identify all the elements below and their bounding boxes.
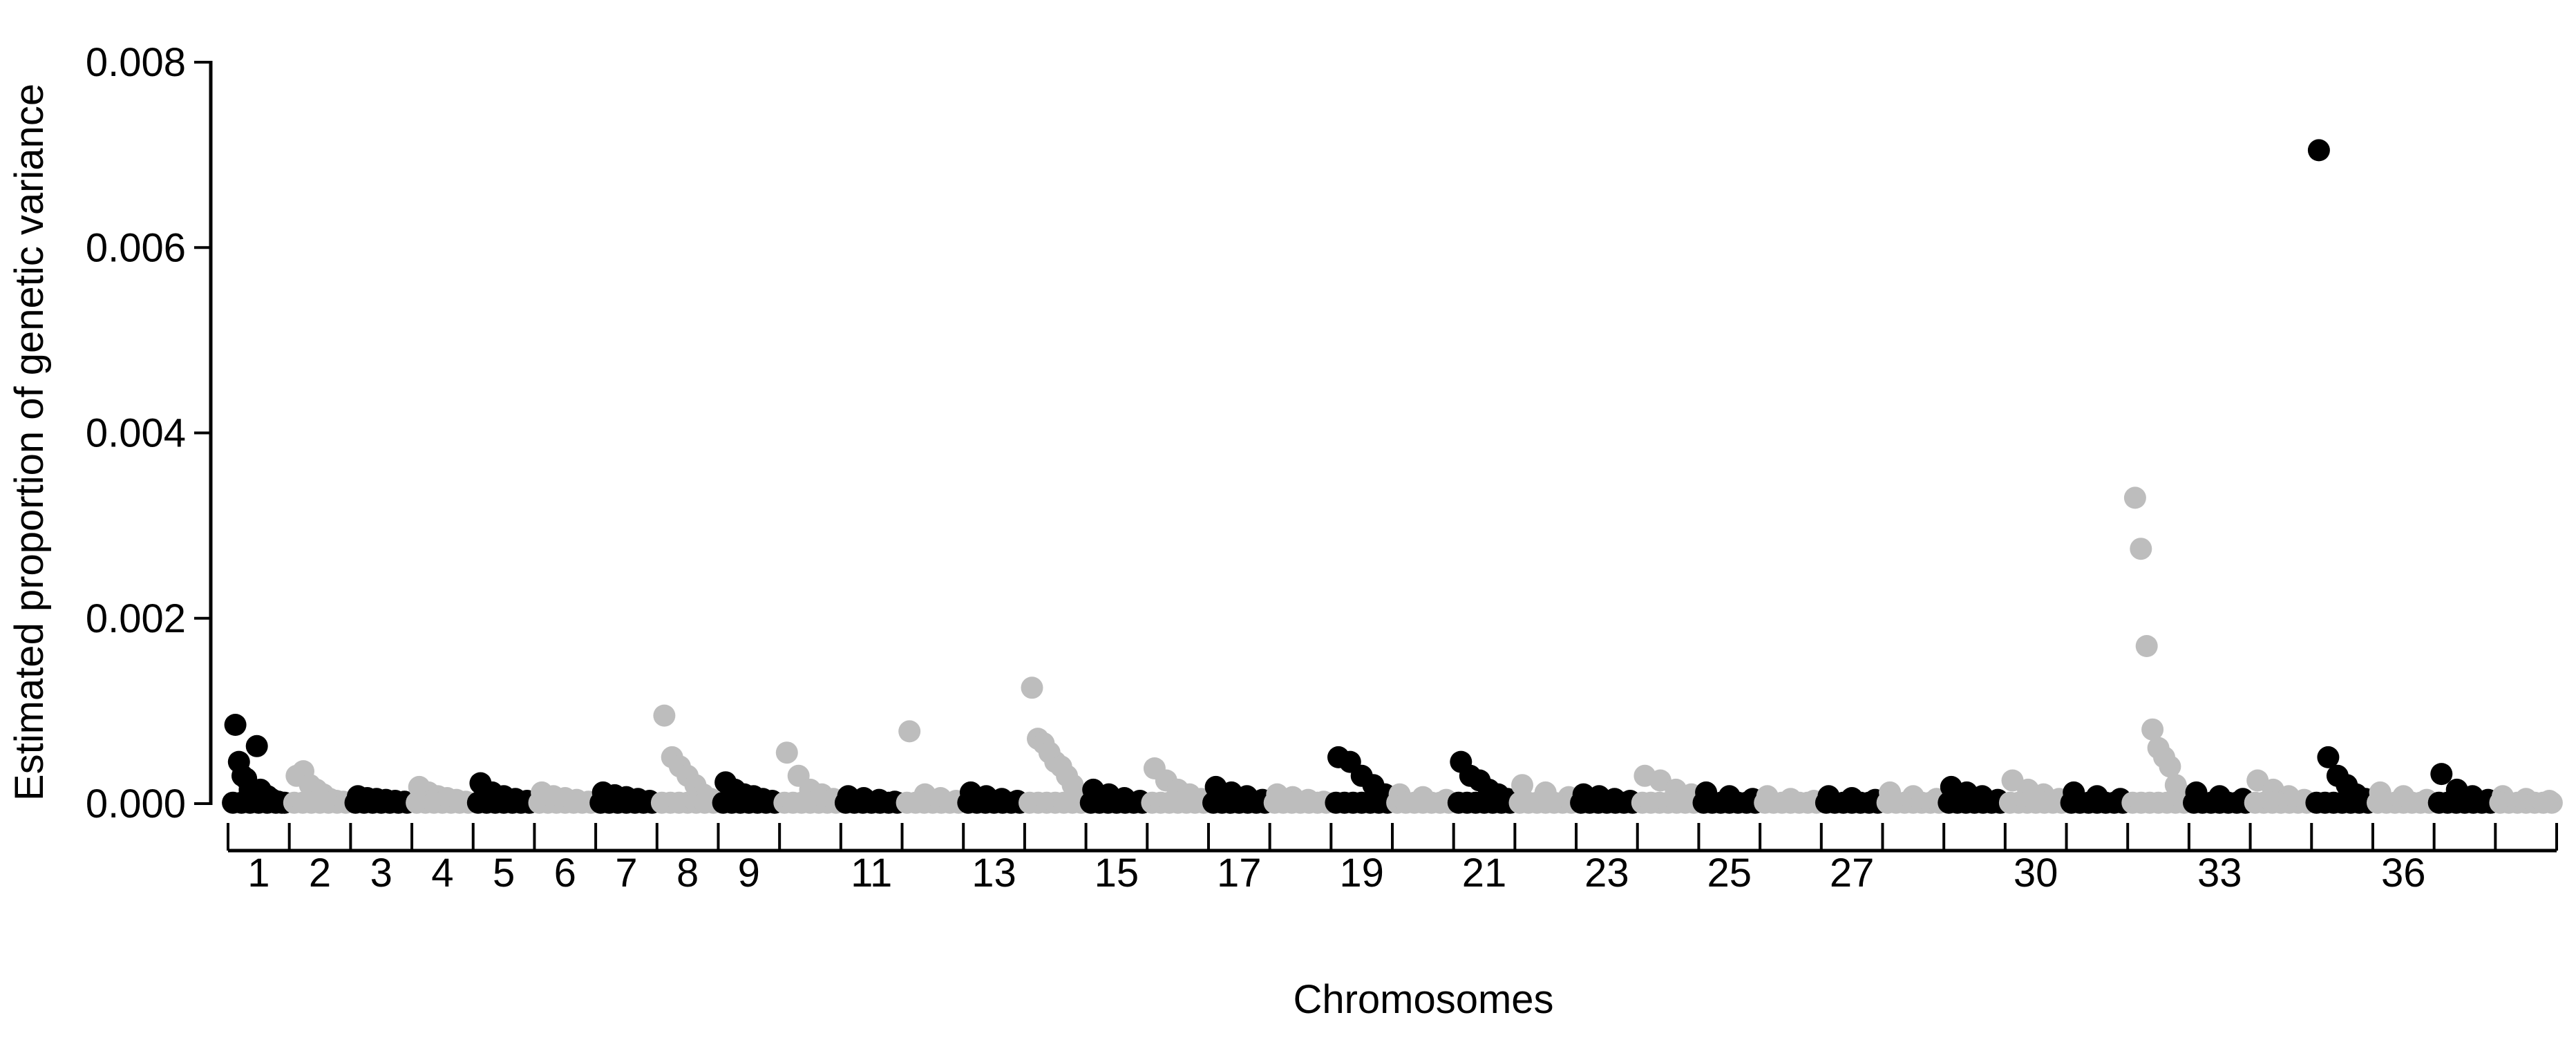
data-point	[898, 720, 921, 743]
x-tick-label: 33	[2197, 851, 2242, 896]
y-tick-label: 0.002	[86, 596, 186, 641]
data-point	[653, 704, 676, 727]
data-point	[2317, 746, 2340, 768]
data-point	[775, 741, 798, 764]
x-tick-label: 1	[247, 851, 269, 896]
data-point	[224, 714, 247, 736]
y-tick-label: 0.008	[86, 40, 186, 85]
y-tick-label: 0.006	[86, 225, 186, 270]
x-tick-label: 15	[1095, 851, 1139, 896]
x-tick-label: 4	[431, 851, 453, 896]
x-axis-title: Chromosomes	[1293, 977, 1553, 1022]
data-points	[222, 139, 2563, 814]
x-tick-label: 19	[1339, 851, 1384, 896]
data-point	[2123, 486, 2146, 509]
data-point	[245, 735, 268, 757]
y-axis: 0.000 0.002 0.004 0.006 0.008	[86, 40, 213, 826]
x-tick-label: 5	[493, 851, 515, 896]
data-point	[1021, 676, 1043, 699]
data-point	[2307, 139, 2330, 162]
x-tick-label: 11	[851, 851, 892, 896]
x-tick-label: 9	[738, 851, 760, 896]
x-tick-label: 6	[554, 851, 576, 896]
x-tick-label: 17	[1217, 851, 1262, 896]
data-point	[2159, 755, 2181, 778]
x-tick-label: 25	[1707, 851, 1752, 896]
x-tick-label: 30	[2014, 851, 2058, 896]
x-tick-label: 13	[972, 851, 1016, 896]
x-tick-label: 27	[1830, 851, 1875, 896]
x-tick-label: 7	[615, 851, 637, 896]
data-point	[2130, 538, 2152, 560]
x-axis: 1 2 3 4 5 6 7 8 9 11 13 15 17 19 21 23 25 27 30 33 36	[227, 823, 2558, 896]
baseline-point	[2540, 791, 2563, 814]
y-axis-title: Estimated proportion of genetic variance	[7, 84, 52, 801]
y-tick-label: 0.000	[86, 782, 186, 826]
data-point	[2430, 763, 2453, 786]
x-tick-label: 21	[1462, 851, 1507, 896]
y-tick-label: 0.004	[86, 411, 186, 456]
data-point	[2141, 718, 2164, 741]
x-tick-label: 2	[309, 851, 331, 896]
x-tick-label: 36	[2381, 851, 2426, 896]
data-point	[1511, 774, 1533, 797]
x-tick-label: 23	[1584, 851, 1629, 896]
data-point	[2135, 635, 2158, 657]
x-tick-label: 8	[676, 851, 699, 896]
x-tick-label: 3	[370, 851, 392, 896]
